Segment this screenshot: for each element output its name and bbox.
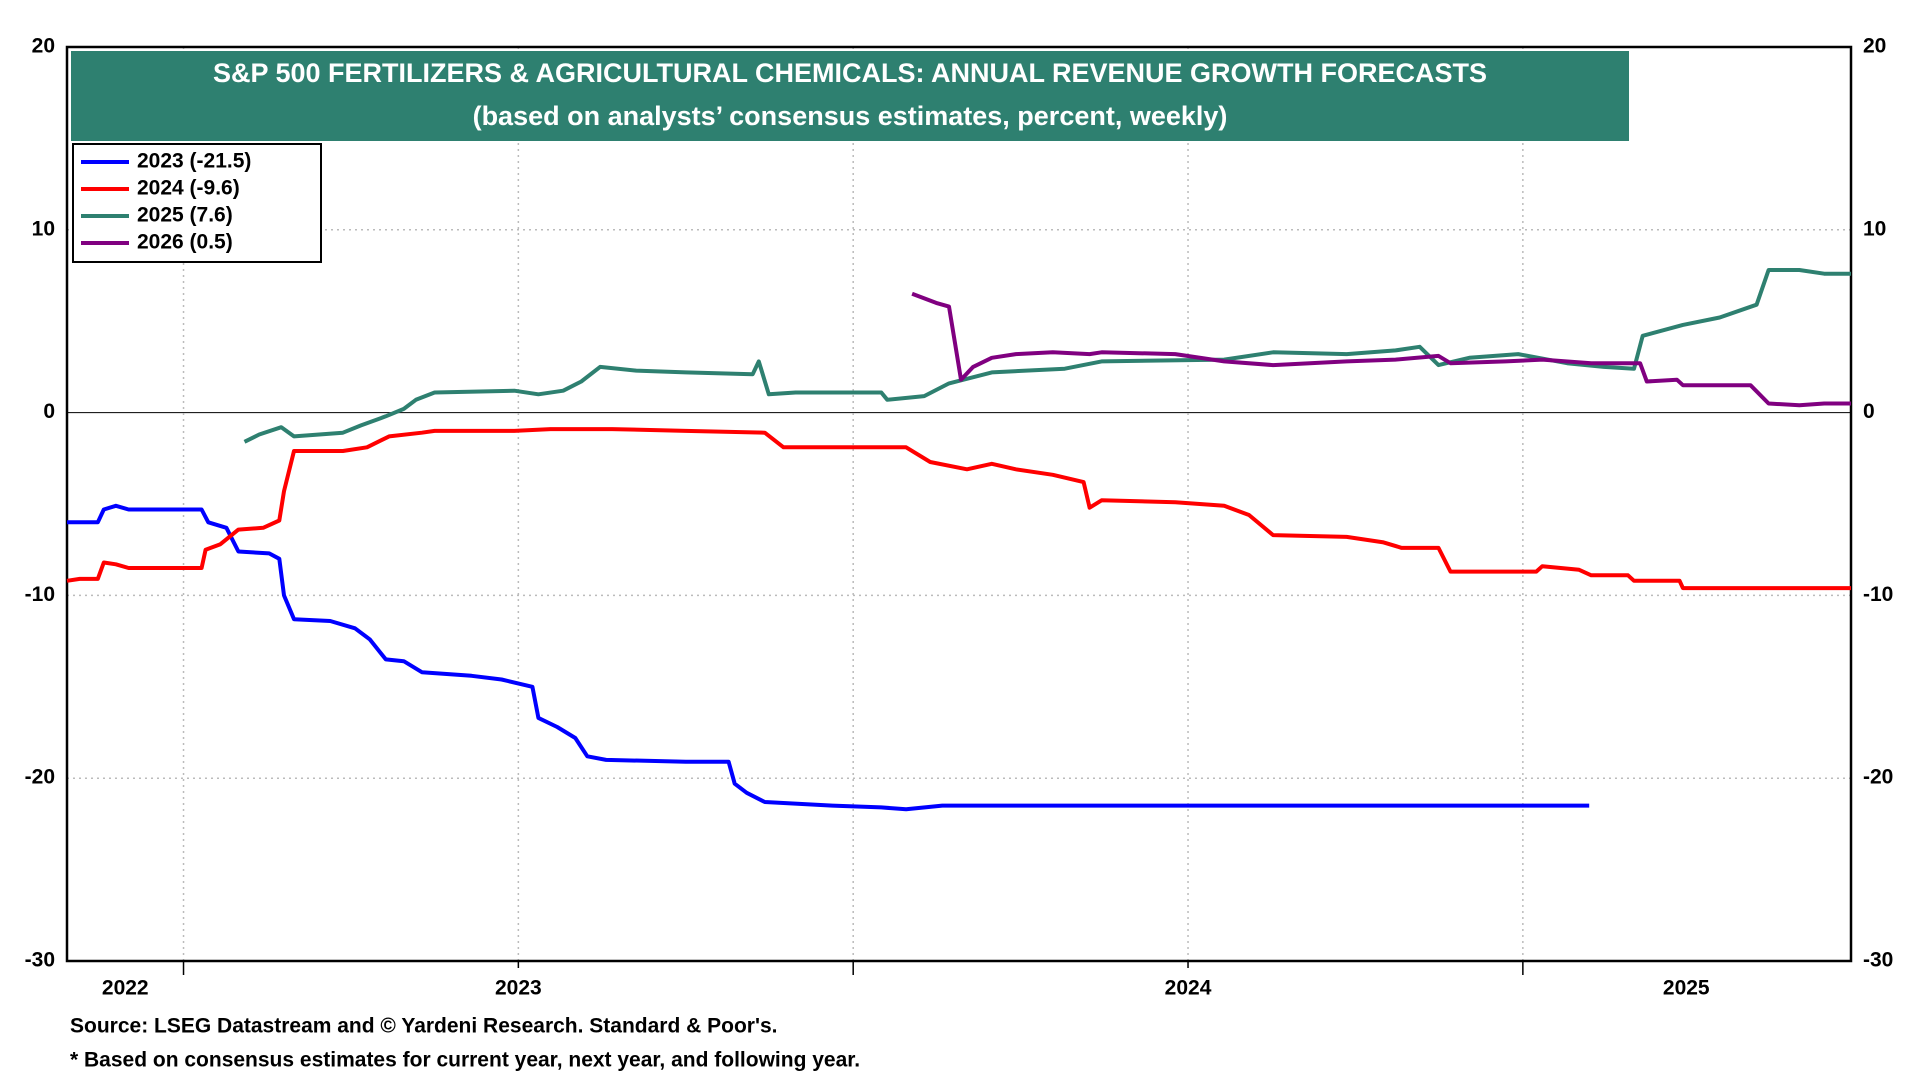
note: * Based on consensus estimates for curre… [70, 1049, 860, 1072]
chart-title: S&P 500 FERTILIZERS & AGRICULTURAL CHEMI… [213, 58, 1487, 88]
legend-label: 2025 (7.6) [137, 204, 233, 227]
x-tick-label: 2022 [102, 977, 149, 1000]
y2-tick-label: 10 [1863, 217, 1886, 240]
legend-label: 2023 (-21.5) [137, 150, 251, 173]
source: Source: LSEG Datastream and © Yardeni Re… [70, 1015, 777, 1038]
y-tick-label: 20 [32, 35, 55, 58]
y-tick-label: -20 [25, 766, 55, 789]
legend-label: 2024 (-9.6) [137, 177, 240, 200]
plot-frame [65, 45, 1853, 963]
x-tick-label: 2025 [1663, 977, 1710, 1000]
y2-tick-label: -20 [1863, 766, 1893, 789]
series-line [911, 291, 1851, 408]
y2-tick-label: -10 [1863, 583, 1893, 606]
y-tick-label: -30 [25, 949, 55, 972]
series-line [243, 268, 1851, 444]
grid [67, 47, 1851, 961]
x-tick-label: 2024 [1165, 977, 1212, 1000]
y2-tick-label: 0 [1863, 400, 1875, 423]
x-tick-label: 2023 [495, 977, 542, 1000]
series-line [66, 427, 1851, 591]
y-tick-label: -10 [25, 583, 55, 606]
chart-subtitle: (based on analysts’ consensus estimates,… [473, 101, 1228, 131]
y-tick-label: 10 [32, 217, 55, 240]
y2-tick-label: 20 [1863, 35, 1886, 58]
title-box [71, 51, 1629, 141]
legend-label: 2026 (0.5) [137, 231, 233, 254]
series-line [67, 503, 1590, 812]
y2-tick-label: -30 [1863, 949, 1893, 972]
y-tick-label: 0 [43, 400, 55, 423]
